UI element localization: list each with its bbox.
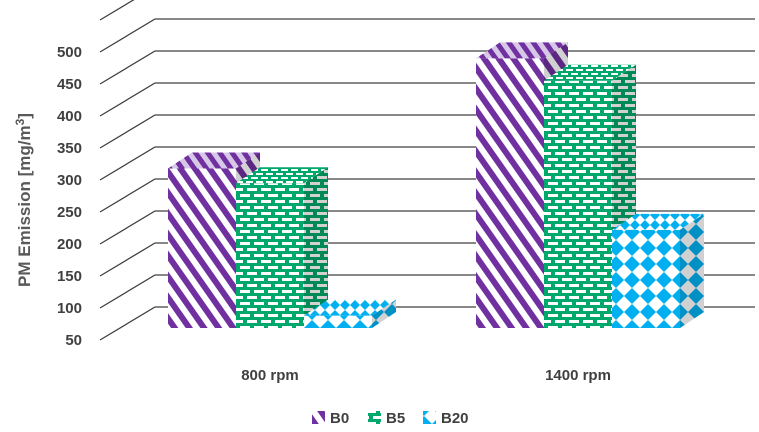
x-axis-categories: 800 rpm 1400 rpm xyxy=(241,367,611,384)
bar-side xyxy=(304,167,328,328)
y-tick-label: 100 xyxy=(57,300,82,317)
legend-label-b0: B0 xyxy=(330,410,349,427)
bar-top xyxy=(304,299,396,316)
y-tick-label: 450 xyxy=(57,76,82,93)
bar-top xyxy=(168,152,260,169)
legend-swatch-b20 xyxy=(423,411,436,424)
gridline xyxy=(99,82,755,117)
legend-swatch-b0 xyxy=(312,411,325,424)
gridline xyxy=(99,114,755,149)
legend-swatch-b5 xyxy=(368,411,381,424)
bar-front xyxy=(476,58,544,329)
y-tick-label: 200 xyxy=(57,236,82,253)
bar-front xyxy=(612,229,680,328)
gridlines xyxy=(99,0,755,341)
bar-b20-0 xyxy=(304,299,396,328)
gridline xyxy=(99,50,755,85)
y-axis-title: PM Emission [mg/m3] xyxy=(13,113,34,287)
bar-side xyxy=(372,299,396,328)
bar-front xyxy=(544,80,612,328)
y-tick-label: 400 xyxy=(57,108,82,125)
legend-label-b20: B20 xyxy=(441,410,469,427)
bar-front xyxy=(236,183,304,328)
legend-label-b5: B5 xyxy=(386,410,405,427)
legend-item-b5: B5 xyxy=(368,410,405,427)
bar-side-shade xyxy=(372,299,396,328)
legend-item-b0: B0 xyxy=(312,410,349,427)
y-tick-label: 500 xyxy=(57,44,82,61)
y-tick-label: 50 xyxy=(65,332,82,349)
bar-top xyxy=(476,42,568,59)
y-tick-label: 250 xyxy=(57,204,82,221)
bar-top xyxy=(236,167,328,184)
y-tick-label: 300 xyxy=(57,172,82,189)
legend-item-b20: B20 xyxy=(423,410,469,427)
legend: B0 B5 B20 xyxy=(312,410,469,427)
bar-b5-0 xyxy=(236,167,328,328)
bar-side xyxy=(680,213,704,328)
bar-front xyxy=(168,168,236,328)
bar-top xyxy=(612,213,704,230)
bar-top xyxy=(544,64,636,81)
x-category-label: 800 rpm xyxy=(241,367,299,384)
y-tick-label: 150 xyxy=(57,268,82,285)
bar-front xyxy=(304,315,372,328)
gridline xyxy=(99,18,755,53)
bar-side-shade xyxy=(680,213,704,328)
y-axis-ticks: 50 100 150 200 250 300 350 400 450 500 xyxy=(57,44,82,349)
x-category-label: 1400 rpm xyxy=(545,367,611,384)
bar-side-shade xyxy=(304,167,328,328)
gridline xyxy=(99,0,135,21)
bars xyxy=(168,42,704,329)
bar-b20-1 xyxy=(612,213,704,328)
y-tick-label: 350 xyxy=(57,140,82,157)
